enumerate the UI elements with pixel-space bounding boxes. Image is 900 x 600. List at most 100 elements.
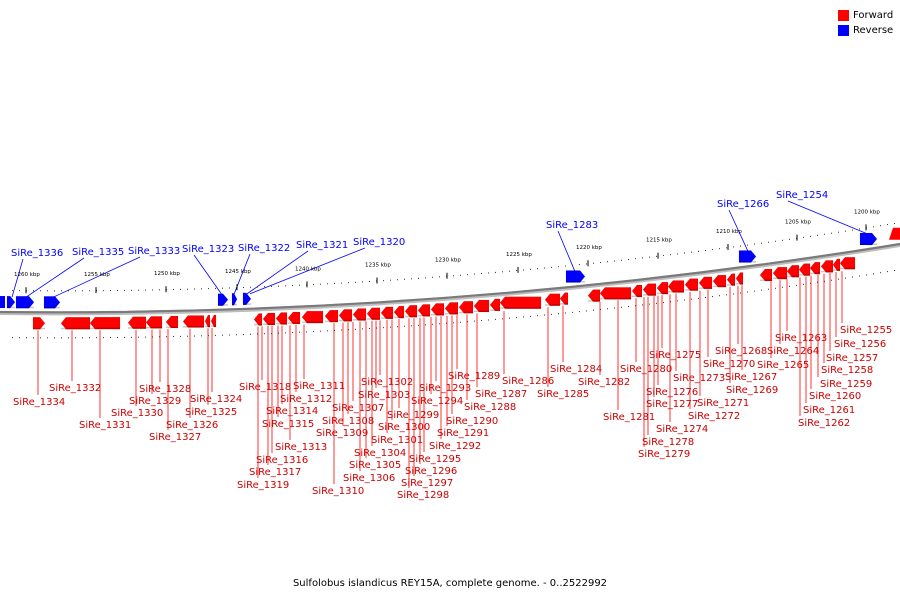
forward-gene-arrow-shadow <box>33 327 45 330</box>
forward-gene-arrow[interactable] <box>631 284 643 298</box>
forward-gene-arrow[interactable] <box>324 309 339 323</box>
forward-gene-arrow[interactable] <box>165 315 179 329</box>
forward-gene-arrow[interactable] <box>380 306 394 320</box>
minor-dot <box>866 274 867 276</box>
reverse-gene-arrow[interactable] <box>15 295 35 309</box>
minor-dot <box>397 326 398 328</box>
minor-dot <box>516 270 517 272</box>
forward-gene-arrow-shadow <box>657 292 668 295</box>
minor-dot <box>880 225 881 227</box>
minor-dot <box>222 287 223 289</box>
forward-gene-arrow[interactable] <box>301 310 324 324</box>
reverse-gene-arrow[interactable] <box>859 232 878 246</box>
forward-gene-arrow[interactable] <box>735 272 744 285</box>
reverse-genes[interactable] <box>0 227 900 309</box>
forward-gene-arrow[interactable] <box>832 258 841 272</box>
forward-gene-arrow[interactable] <box>275 312 288 325</box>
minor-dot <box>789 238 790 240</box>
forward-gene-arrow[interactable] <box>489 298 501 312</box>
forward-gene-arrow[interactable] <box>698 276 713 290</box>
reverse-gene-arrow[interactable] <box>217 293 229 306</box>
minor-dot <box>705 249 706 251</box>
forward-gene-arrow[interactable] <box>839 257 856 270</box>
reverse-gene-arrow[interactable] <box>242 292 252 306</box>
reverse-leader-line <box>11 258 24 298</box>
forward-gene-arrow[interactable] <box>287 311 301 325</box>
reverse-gene-label: SiRe_1320 <box>353 237 405 248</box>
forward-gene-arrow[interactable] <box>145 316 163 329</box>
forward-genes[interactable] <box>32 257 856 330</box>
minor-dot <box>845 230 846 232</box>
minor-dot <box>789 285 790 287</box>
forward-gene-arrow[interactable] <box>430 303 445 316</box>
forward-gene-arrow[interactable] <box>587 289 601 302</box>
minor-dot <box>180 288 181 290</box>
reverse-gene-arrow[interactable] <box>6 295 16 309</box>
forward-gene-label: SiRe_1315 <box>262 419 314 430</box>
minor-dot <box>404 278 405 280</box>
minor-dot <box>803 236 804 238</box>
forward-gene-arrow[interactable] <box>772 266 788 280</box>
forward-gene-arrow[interactable] <box>204 314 211 328</box>
reverse-gene-arrow[interactable] <box>565 270 586 283</box>
forward-gene-arrow[interactable] <box>338 309 353 322</box>
forward-gene-arrow[interactable] <box>544 293 561 306</box>
reverse-gene-arrow[interactable] <box>43 296 61 309</box>
forward-gene-arrow[interactable] <box>684 278 699 291</box>
reverse-gene-arrow[interactable] <box>231 293 238 306</box>
minor-dot <box>411 325 412 327</box>
forward-gene-label: SiRe_1280 <box>620 364 672 375</box>
forward-gene-label: SiRe_1265 <box>757 360 809 371</box>
forward-gene-arrow[interactable] <box>798 263 811 276</box>
forward-gene-arrow[interactable] <box>656 281 669 295</box>
forward-gene-arrow-shadow <box>727 284 735 286</box>
forward-gene-arrow[interactable] <box>458 301 474 314</box>
forward-gene-arrow[interactable] <box>473 299 490 313</box>
forward-gene-arrow[interactable] <box>726 273 736 286</box>
minor-dot <box>390 279 391 281</box>
forward-gene-arrow[interactable] <box>210 314 217 328</box>
forward-gene-arrow[interactable] <box>642 283 657 296</box>
forward-gene-arrow[interactable] <box>127 316 147 329</box>
forward-gene-arrow[interactable] <box>712 274 727 288</box>
minor-dot <box>810 235 811 237</box>
forward-gene-arrow[interactable] <box>60 317 91 330</box>
forward-gene-arrow[interactable] <box>352 308 367 321</box>
forward-gene-arrow[interactable] <box>262 312 276 326</box>
legend-reverse: Reverse <box>838 23 893 38</box>
reverse-gene-arrow[interactable] <box>738 250 757 263</box>
forward-gene-arrow[interactable] <box>89 316 121 330</box>
forward-gene-arrow-shadow <box>643 294 656 296</box>
forward-gene-arrow[interactable] <box>444 302 459 315</box>
forward-gene-arrow[interactable] <box>253 313 263 326</box>
minor-dot <box>61 337 62 339</box>
forward-gene-arrow[interactable] <box>499 296 542 309</box>
forward-gene-arrow[interactable] <box>417 304 431 317</box>
forward-gene-arrow-shadow <box>445 312 458 315</box>
forward-gene-arrow[interactable] <box>820 260 834 273</box>
forward-gene-arrow[interactable] <box>667 280 685 293</box>
legend-forward-label: Forward <box>853 10 894 21</box>
forward-gene-arrow[interactable] <box>889 227 900 240</box>
forward-gene-arrow[interactable] <box>759 268 773 282</box>
forward-gene-arrow[interactable] <box>599 287 632 300</box>
forward-gene-arrow[interactable] <box>559 292 569 305</box>
reverse-gene-arrow-shadow <box>16 306 34 309</box>
forward-gene-arrow[interactable] <box>366 307 381 320</box>
legend-forward: Forward <box>838 8 893 23</box>
minor-dot <box>243 334 244 336</box>
reverse-gene-label: SiRe_1323 <box>182 244 234 255</box>
forward-gene-arrow[interactable] <box>32 317 46 330</box>
forward-gene-label: SiRe_1268 <box>715 346 767 357</box>
minor-dot <box>726 294 727 296</box>
minor-dot <box>474 273 475 275</box>
reverse-gene-arrow[interactable] <box>0 296 5 309</box>
forward-gene-arrow[interactable] <box>809 261 821 275</box>
forward-gene-arrow[interactable] <box>393 305 405 319</box>
forward-gene-arrow[interactable] <box>786 265 800 278</box>
forward-gene-arrow[interactable] <box>404 305 418 318</box>
minor-dot <box>159 336 160 338</box>
forward-gene-arrow-shadow <box>787 275 799 278</box>
forward-gene-arrow[interactable] <box>182 315 205 328</box>
